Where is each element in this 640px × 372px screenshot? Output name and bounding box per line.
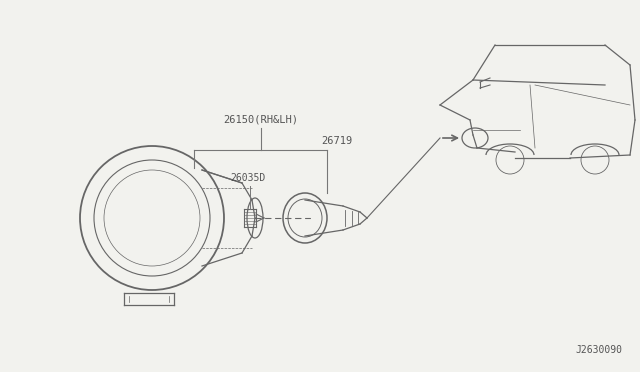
Text: 26035D: 26035D [230, 173, 266, 183]
Text: 26150(RH&LH): 26150(RH&LH) [223, 115, 298, 125]
Text: 26719: 26719 [321, 136, 352, 146]
Text: J2630090: J2630090 [575, 345, 622, 355]
